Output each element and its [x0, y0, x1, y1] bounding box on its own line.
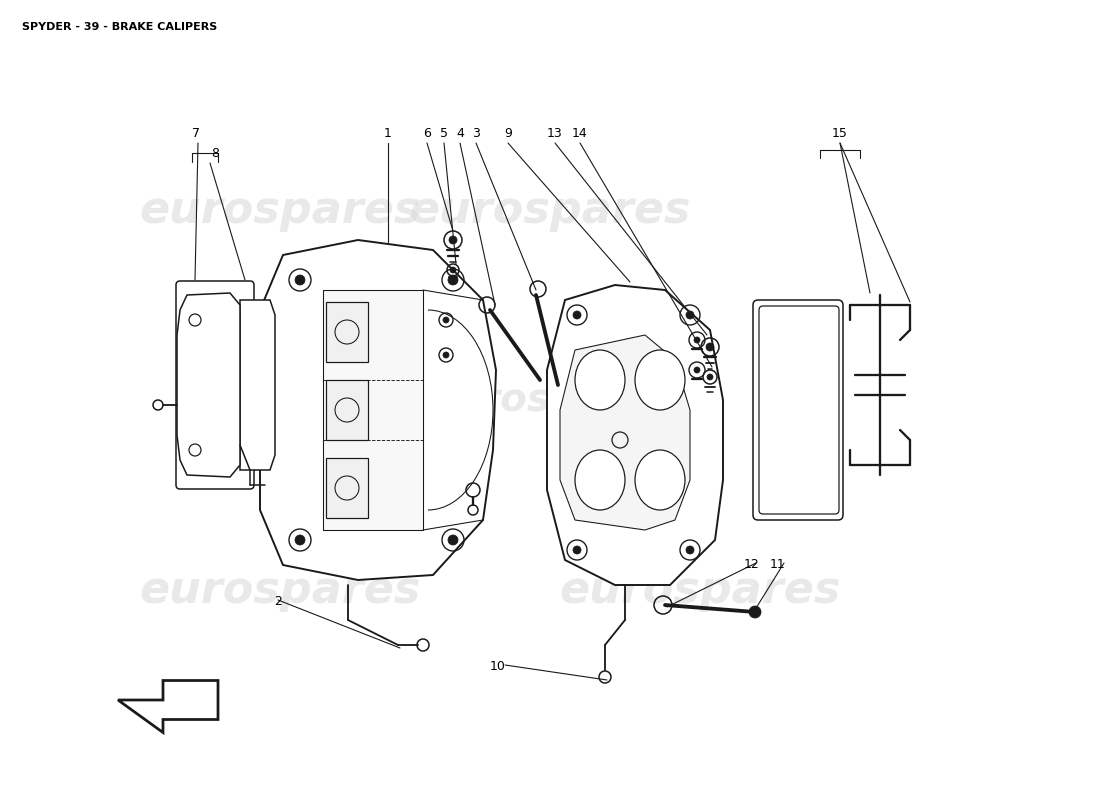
Circle shape	[295, 275, 305, 285]
FancyBboxPatch shape	[176, 281, 254, 489]
Circle shape	[449, 236, 456, 244]
Text: 3: 3	[472, 127, 480, 140]
Circle shape	[707, 374, 713, 380]
Ellipse shape	[575, 450, 625, 510]
Text: 15: 15	[832, 127, 848, 140]
Polygon shape	[326, 302, 368, 362]
Text: 4: 4	[456, 127, 464, 140]
Polygon shape	[560, 335, 690, 530]
Text: 11: 11	[770, 558, 785, 571]
Text: eurospares: eurospares	[427, 381, 673, 419]
Polygon shape	[326, 458, 368, 518]
Circle shape	[443, 352, 449, 358]
Text: 1: 1	[384, 127, 392, 140]
Text: SPYDER - 39 - BRAKE CALIPERS: SPYDER - 39 - BRAKE CALIPERS	[22, 22, 218, 32]
Circle shape	[686, 546, 694, 554]
Text: 8: 8	[211, 147, 219, 160]
Text: 5: 5	[440, 127, 448, 140]
Text: eurospares: eurospares	[140, 569, 420, 611]
Polygon shape	[118, 681, 218, 733]
Polygon shape	[260, 240, 496, 580]
Text: 7: 7	[192, 127, 200, 140]
Circle shape	[573, 311, 581, 319]
Circle shape	[448, 275, 458, 285]
Text: 9: 9	[504, 127, 512, 140]
Circle shape	[694, 337, 700, 343]
Text: 2: 2	[274, 595, 282, 608]
Text: 14: 14	[572, 127, 587, 140]
Text: eurospares: eurospares	[140, 189, 420, 231]
Text: eurospares: eurospares	[559, 569, 840, 611]
Ellipse shape	[635, 450, 685, 510]
Polygon shape	[240, 300, 275, 470]
Polygon shape	[547, 285, 723, 585]
FancyBboxPatch shape	[754, 300, 843, 520]
Polygon shape	[326, 380, 368, 440]
Text: 10: 10	[491, 660, 506, 673]
Polygon shape	[177, 293, 240, 477]
Circle shape	[706, 343, 714, 351]
Circle shape	[443, 317, 449, 323]
Ellipse shape	[635, 350, 685, 410]
Circle shape	[749, 606, 761, 618]
Circle shape	[295, 535, 305, 545]
Text: 6: 6	[424, 127, 431, 140]
Circle shape	[448, 535, 458, 545]
Ellipse shape	[575, 350, 625, 410]
Circle shape	[573, 546, 581, 554]
Circle shape	[686, 311, 694, 319]
Text: 12: 12	[744, 558, 760, 571]
Text: eurospares: eurospares	[409, 189, 691, 231]
FancyBboxPatch shape	[759, 306, 839, 514]
Circle shape	[450, 267, 456, 273]
Circle shape	[694, 367, 700, 373]
Polygon shape	[323, 290, 424, 530]
Text: 13: 13	[547, 127, 563, 140]
